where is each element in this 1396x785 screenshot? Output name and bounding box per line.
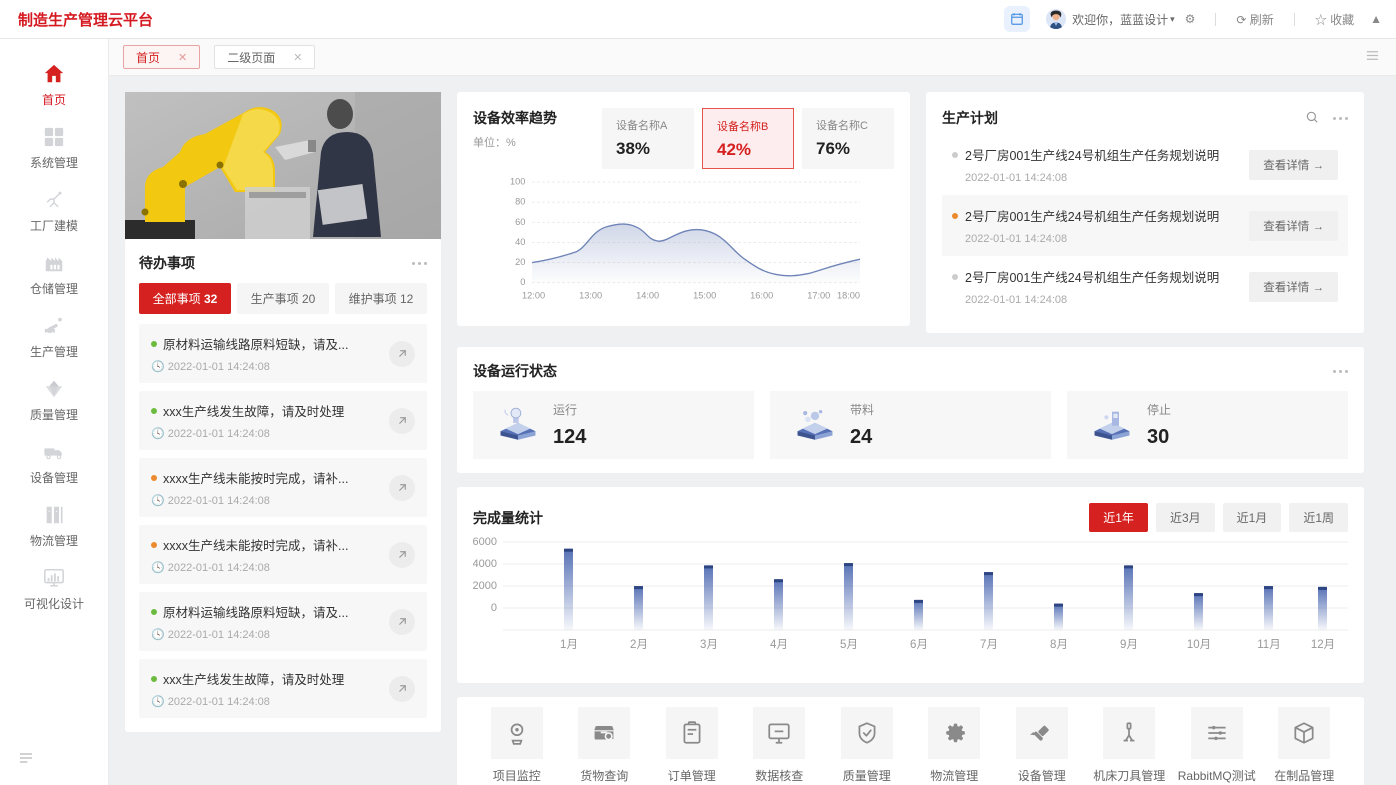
svg-text:100: 100 — [510, 177, 525, 187]
svg-text:16:00: 16:00 — [750, 291, 773, 301]
svg-text:12:00: 12:00 — [522, 291, 545, 301]
svg-text:5月: 5月 — [840, 639, 858, 651]
svg-text:1月: 1月 — [560, 639, 578, 651]
svg-text:3月: 3月 — [700, 639, 718, 651]
svg-text:17:00: 17:00 — [807, 291, 830, 301]
svg-text:2月: 2月 — [630, 639, 648, 651]
svg-text:2000: 2000 — [473, 580, 497, 592]
svg-text:14:00: 14:00 — [636, 291, 659, 301]
svg-text:6000: 6000 — [473, 536, 497, 548]
svg-text:40: 40 — [515, 237, 525, 247]
svg-text:0: 0 — [491, 602, 497, 614]
svg-text:4月: 4月 — [770, 639, 788, 651]
svg-text:80: 80 — [515, 197, 525, 207]
svg-text:15:00: 15:00 — [693, 291, 716, 301]
svg-text:12月: 12月 — [1311, 639, 1335, 651]
svg-text:10月: 10月 — [1187, 639, 1211, 651]
svg-text:11月: 11月 — [1257, 639, 1280, 651]
svg-text:4000: 4000 — [473, 558, 497, 570]
svg-text:60: 60 — [515, 217, 525, 227]
svg-text:8月: 8月 — [1050, 639, 1068, 651]
svg-text:20: 20 — [515, 257, 525, 267]
svg-text:7月: 7月 — [980, 639, 998, 651]
svg-text:13:00: 13:00 — [579, 291, 602, 301]
svg-text:6月: 6月 — [910, 639, 928, 651]
svg-text:0: 0 — [520, 277, 525, 287]
svg-text:18:00: 18:00 — [837, 291, 860, 301]
svg-text:9月: 9月 — [1120, 639, 1138, 651]
